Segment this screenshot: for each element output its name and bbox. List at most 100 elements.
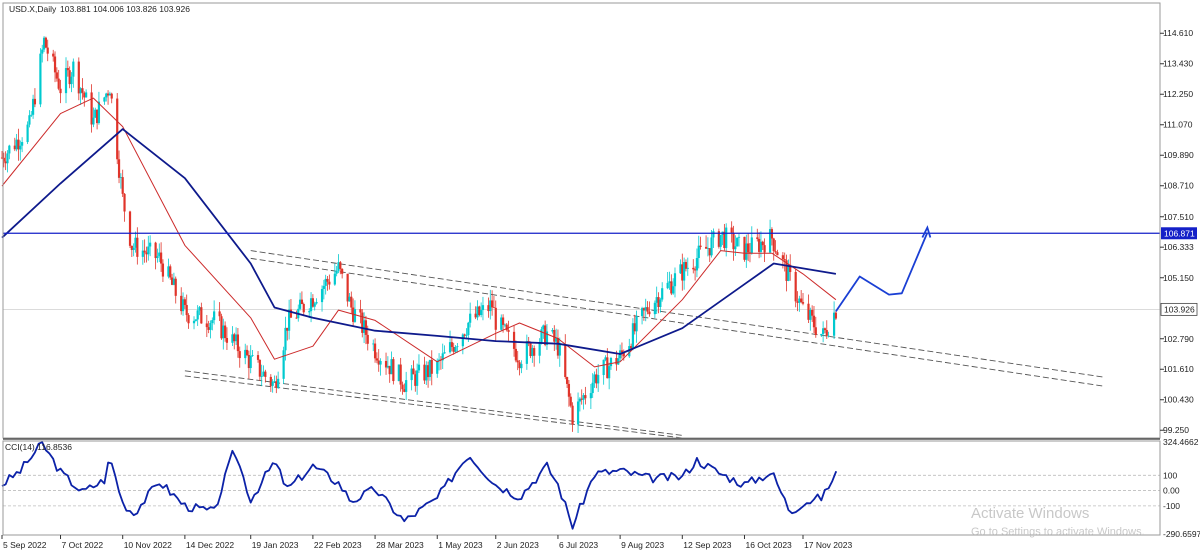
candle-body [525,341,528,364]
candle-body [181,299,185,312]
candle-body [516,360,519,363]
candle-body [410,368,413,381]
candle [525,334,528,370]
candle [747,233,750,262]
candle [17,128,20,161]
candle-body [397,364,400,382]
y-tick-label: 108.710 [1163,181,1194,191]
candle-body [686,267,689,269]
candle [251,349,254,357]
candle [763,238,766,262]
candle [416,363,419,395]
candle-body [670,281,673,294]
candle-body [375,358,378,361]
candle-body [553,329,556,342]
candle [801,293,805,306]
candle [66,60,69,77]
candle [569,393,572,408]
candle-body [158,252,161,257]
candle-body [617,358,620,365]
candle-body [545,331,549,345]
candle-body [595,374,598,384]
candle-body [320,289,324,303]
candle-body [55,72,58,79]
candle-body [42,37,46,50]
candle [686,257,689,276]
candle [200,302,203,324]
candle [428,359,432,381]
candle-body [657,297,660,308]
candle-body [695,258,699,271]
candle-body [540,329,543,343]
candle-body [31,98,35,115]
channel-lower-1 [184,370,683,436]
candle-body [776,252,779,256]
candle-body [783,259,786,261]
candle-body [772,238,775,252]
candle [233,332,236,350]
candle [161,259,165,282]
candle-body [4,161,7,164]
candle-body [399,364,402,385]
candle-body [0,157,4,159]
candle-body [589,393,592,399]
candle [110,92,113,104]
candle [606,348,609,379]
last-price-label: 103.926 [1164,304,1195,314]
candle-body [401,384,404,390]
candle-body [72,61,75,77]
candle [187,313,190,329]
candle [348,292,351,302]
candle [359,299,362,324]
ma-fast-line [1,97,837,368]
candle-body [130,245,133,251]
candle-body [615,358,618,365]
candle [823,327,827,334]
candle-body [337,262,340,271]
cci-scale-label: -100 [1163,501,1180,511]
candle [147,235,150,261]
candle-body [149,242,152,247]
candle-body [448,342,452,353]
candle-body [289,309,293,318]
candle [825,320,828,340]
candle [277,371,280,389]
candle-body [300,299,304,304]
candle [236,328,240,358]
candle [787,259,790,282]
candle [77,57,80,101]
candle [269,374,272,392]
candle-body [629,346,633,349]
candle [337,254,340,274]
x-tick-label: 12 Sep 2023 [683,540,731,550]
x-tick-label: 6 Jul 2023 [559,540,598,550]
candle [41,44,44,63]
candle [832,301,836,340]
candle [589,383,592,410]
candle [123,192,126,222]
candle-body [801,302,805,304]
candle-body [756,237,759,239]
candle-body [405,380,408,392]
candle-body [591,382,594,394]
candle-body [160,252,163,264]
candle [644,298,647,322]
candle [505,323,508,332]
candle-body [46,47,49,54]
candle-body [233,334,236,342]
candle-body [95,109,99,124]
candle-body [834,312,838,319]
candle [443,345,446,354]
candle [785,254,788,292]
candle [92,107,95,128]
candle [386,356,389,369]
candle-body [781,255,784,260]
candle [224,321,227,342]
candle-body [326,278,329,282]
candle-body [17,139,20,150]
candle [604,355,607,362]
candle [302,302,305,317]
candle [723,223,726,251]
candle-body [635,316,638,332]
